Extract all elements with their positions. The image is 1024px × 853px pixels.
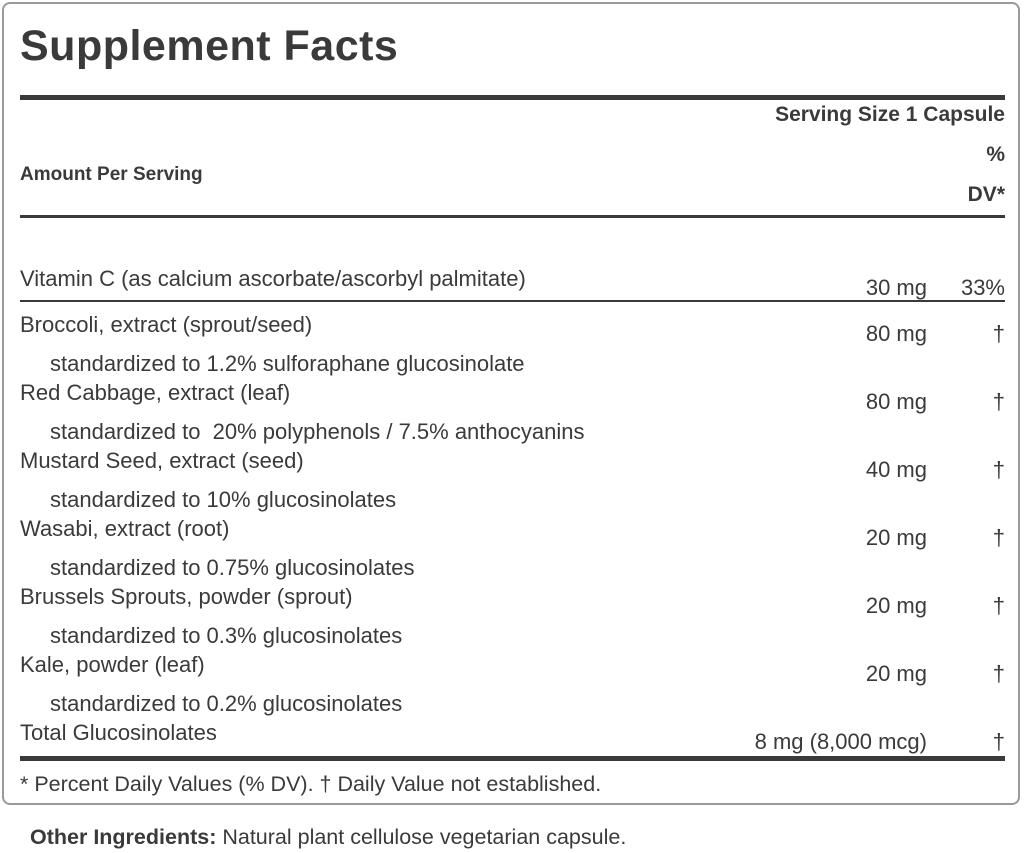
ingredient-name: Broccoli, extract (sprout/seed) [20, 312, 313, 337]
ingredient-dv: † [992, 389, 1005, 414]
panel-title: Supplement Facts [20, 22, 399, 70]
ingredient-dv: † [992, 321, 1005, 346]
ingredient-rows: Vitamin C (as calcium ascorbate/ascorbyl… [20, 264, 1005, 754]
standardization-detail: standardized to 10% glucosinolates [50, 487, 397, 512]
ingredient-name: Brussels Sprouts, powder (sprout) [20, 584, 353, 609]
row-separator-rule [20, 300, 1005, 302]
standardization-detail: standardized to 0.2% glucosinolates [50, 691, 403, 716]
ingredient-amount: 20 mg [865, 525, 927, 550]
ingredient-row: Red Cabbage, extract (leaf) 80 mg † [20, 378, 1005, 414]
other-ingredients-label: Other Ingredients: [30, 825, 217, 849]
ingredient-row: Broccoli, extract (sprout/seed) 80 mg † [20, 310, 1005, 346]
ingredient-name: Mustard Seed, extract (seed) [20, 448, 304, 473]
other-ingredients-text: Natural plant cellulose vegetarian capsu… [216, 825, 627, 849]
ingredient-amount: 80 mg [865, 321, 927, 346]
ingredient-dv: † [992, 457, 1005, 482]
ingredient-amount: 30 mg [865, 275, 927, 300]
amount-per-serving-header: Amount Per Serving [20, 164, 203, 185]
ingredient-amount: 8 mg (8,000 mcg) [754, 729, 927, 754]
ingredient-dv: 33% [960, 275, 1005, 300]
ingredient-dv: † [992, 661, 1005, 686]
ingredient-dv: † [992, 593, 1005, 618]
ingredient-amount: 20 mg [865, 661, 927, 686]
ingredient-name: Kale, powder (leaf) [20, 652, 205, 677]
ingredient-name: Total Glucosinolates [20, 720, 217, 745]
percent-dv-header: % DV* [967, 143, 1005, 206]
ingredient-dv: † [992, 525, 1005, 550]
bottom-thick-rule [20, 756, 1005, 761]
standardization-detail: standardized to 0.75% glucosinolates [50, 555, 415, 580]
ingredient-row: Kale, powder (leaf) 20 mg † [20, 650, 1005, 686]
ingredient-row: Wasabi, extract (root) 20 mg † [20, 514, 1005, 550]
serving-size: Serving Size 1 Capsule [775, 103, 1005, 126]
standardization-detail: standardized to 1.2% sulforaphane glucos… [50, 351, 525, 376]
ingredient-name: Red Cabbage, extract (leaf) [20, 380, 291, 405]
supplement-facts-panel: Supplement Facts Serving Size 1 Capsule … [2, 2, 1020, 805]
top-thick-rule [20, 95, 1005, 100]
ingredient-row: Total Glucosinolates 8 mg (8,000 mcg) † [20, 718, 1005, 754]
other-ingredients: Other Ingredients: Natural plant cellulo… [30, 824, 626, 850]
ingredient-row: Brussels Sprouts, powder (sprout) 20 mg † [20, 582, 1005, 618]
ingredient-name: Wasabi, extract (root) [20, 516, 230, 541]
ingredient-name: Vitamin C (as calcium ascorbate/ascorbyl… [20, 266, 526, 291]
ingredient-row: Vitamin C (as calcium ascorbate/ascorbyl… [20, 264, 1005, 300]
ingredient-amount: 40 mg [865, 457, 927, 482]
column-header-row: Amount Per Serving % DV* [20, 135, 1005, 215]
ingredient-dv: † [992, 729, 1005, 754]
ingredient-amount: 80 mg [865, 389, 927, 414]
standardization-detail: standardized to 0.3% glucosinolates [50, 623, 403, 648]
header-rule [20, 215, 1005, 218]
daily-value-footnote: * Percent Daily Values (% DV). † Daily V… [20, 772, 602, 796]
standardization-detail: standardized to 20% polyphenols / 7.5% a… [50, 419, 585, 444]
ingredient-row: Mustard Seed, extract (seed) 40 mg † [20, 446, 1005, 482]
ingredient-amount: 20 mg [865, 593, 927, 618]
